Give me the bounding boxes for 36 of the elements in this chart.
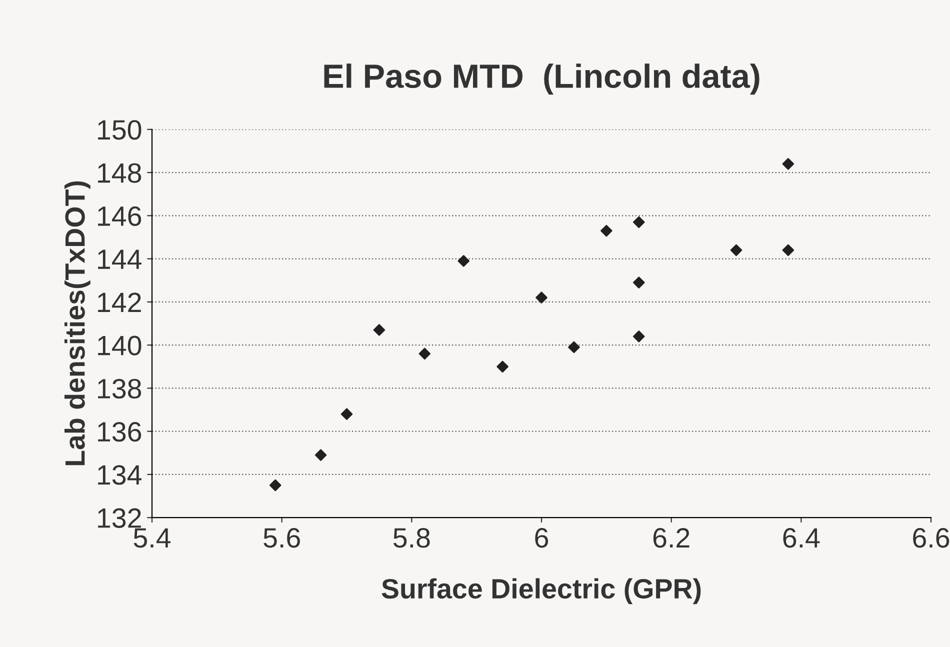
- point: [269, 479, 282, 492]
- x-tick-label: 5.6: [264, 528, 300, 548]
- x-axis-title: Surface Dielectric (GPR): [382, 578, 701, 604]
- point: [782, 244, 794, 256]
- point: [632, 216, 645, 228]
- point: [458, 255, 470, 267]
- y-axis-title: Lab densities(TxDOT): [64, 181, 90, 466]
- x-tick-label: 6.4: [783, 528, 820, 548]
- y-tick-label: 134: [98, 465, 142, 485]
- x-tick-label: 6.2: [653, 528, 690, 548]
- point: [340, 408, 353, 420]
- point: [536, 292, 548, 304]
- point: [600, 224, 612, 237]
- point: [568, 341, 580, 354]
- point: [496, 360, 508, 373]
- point: [314, 449, 327, 461]
- x-tick-label: 5.8: [393, 528, 430, 548]
- y-tick-label: 148: [98, 163, 142, 183]
- y-tick-label: 144: [98, 250, 142, 269]
- y-tick-label: 136: [98, 422, 142, 442]
- y-tick-label: 150: [98, 120, 142, 140]
- x-tick-label: 6.6: [913, 528, 950, 548]
- y-tick-label: 138: [98, 378, 142, 399]
- y-tick-label: 140: [98, 336, 142, 356]
- point: [632, 330, 645, 342]
- x-tick-label: 6: [535, 528, 548, 548]
- point: [418, 348, 431, 360]
- chart-title: El Paso MTD (Lincoln data): [324, 64, 760, 95]
- x-tick-label: 5.4: [134, 528, 170, 548]
- y-tick-label: 132: [98, 508, 141, 528]
- point: [730, 244, 742, 256]
- point: [632, 276, 645, 288]
- point: [373, 324, 386, 336]
- point: [782, 158, 794, 170]
- y-tick-label: 146: [98, 206, 142, 226]
- y-tick-label: 142: [98, 292, 141, 312]
